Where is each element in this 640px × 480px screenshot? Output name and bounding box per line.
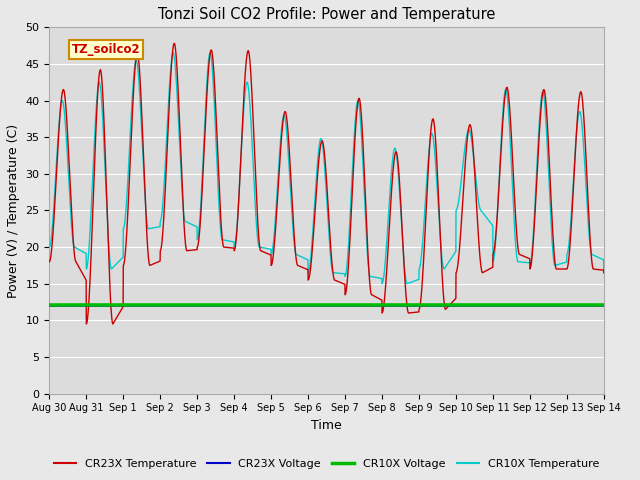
Legend: CR23X Temperature, CR23X Voltage, CR10X Voltage, CR10X Temperature: CR23X Temperature, CR23X Voltage, CR10X … [49, 454, 604, 473]
Title: Tonzi Soil CO2 Profile: Power and Temperature: Tonzi Soil CO2 Profile: Power and Temper… [158, 7, 495, 22]
X-axis label: Time: Time [311, 419, 342, 432]
Text: TZ_soilco2: TZ_soilco2 [72, 43, 140, 56]
Y-axis label: Power (V) / Temperature (C): Power (V) / Temperature (C) [7, 123, 20, 298]
